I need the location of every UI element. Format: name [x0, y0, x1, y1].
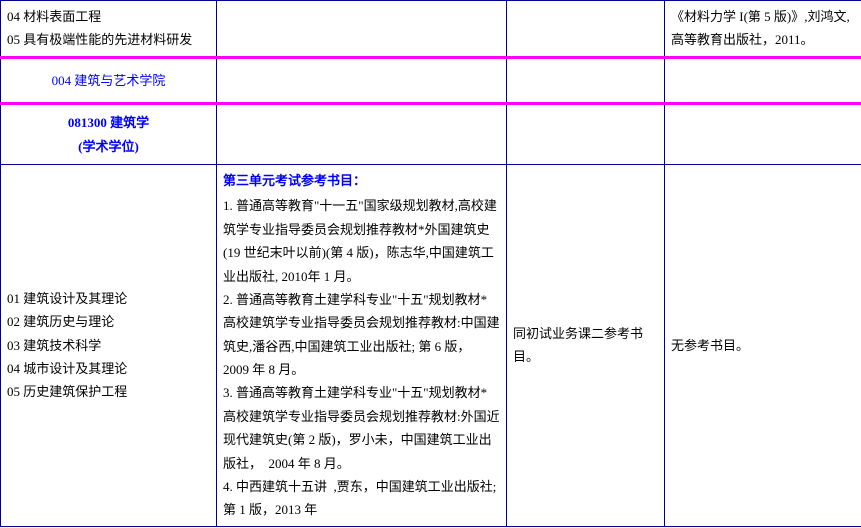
cell-research-directions: 01 建筑设计及其理论 02 建筑历史与理论 03 建筑技术科学 04 城市设计…	[1, 164, 217, 526]
cell-empty	[217, 57, 507, 103]
cell-empty	[507, 1, 665, 58]
college-heading-cell: 004 建筑与艺术学院	[1, 57, 217, 103]
direction-item: 03 建筑技术科学	[7, 334, 210, 357]
major-code-name: 081300 建筑学	[7, 111, 210, 134]
direction-item: 04 材料表面工程	[7, 5, 210, 28]
table-row-major-heading: 081300 建筑学 (学术学位)	[1, 104, 861, 165]
cell-empty	[217, 104, 507, 165]
direction-item: 04 城市设计及其理论	[7, 357, 210, 380]
major-degree-type: (学术学位)	[7, 135, 210, 158]
cell-empty	[217, 1, 507, 58]
table-row: 04 材料表面工程 05 具有极端性能的先进材料研发 《材料力学 I(第 5 版…	[1, 1, 861, 58]
direction-item: 02 建筑历史与理论	[7, 310, 210, 333]
cell-empty	[507, 104, 665, 165]
direction-item: 05 具有极端性能的先进材料研发	[7, 28, 210, 51]
table-row-college-heading: 004 建筑与艺术学院	[1, 57, 861, 103]
cell-empty	[507, 57, 665, 103]
cell-reference-book: 《材料力学 I(第 5 版)》,刘鸿文, 高等教育出版社，2011。	[665, 1, 861, 58]
table-row-detail: 01 建筑设计及其理论 02 建筑历史与理论 03 建筑技术科学 04 城市设计…	[1, 164, 861, 526]
cell-exam-references: 第三单元考试参考书目： 1. 普通高等教育"十一五"国家级规划教材,高校建筑学专…	[217, 164, 507, 526]
cell-empty	[665, 104, 861, 165]
cell-materials-directions: 04 材料表面工程 05 具有极端性能的先进材料研发	[1, 1, 217, 58]
reference-section-title: 第三单元考试参考书目：	[223, 169, 500, 192]
cell-retest-reference: 同初试业务课二参考书目。	[507, 164, 665, 526]
major-heading-cell: 081300 建筑学 (学术学位)	[1, 104, 217, 165]
retest-reference-text: 同初试业务课二参考书目。	[513, 326, 643, 364]
cell-empty	[665, 57, 861, 103]
cell-no-reference: 无参考书目。	[665, 164, 861, 526]
catalog-table: 04 材料表面工程 05 具有极端性能的先进材料研发 《材料力学 I(第 5 版…	[0, 0, 861, 527]
no-reference-text: 无参考书目。	[671, 338, 749, 353]
direction-item: 01 建筑设计及其理论	[7, 287, 210, 310]
direction-item: 05 历史建筑保护工程	[7, 380, 210, 403]
college-heading: 004 建筑与艺术学院	[52, 73, 166, 88]
reference-text: 《材料力学 I(第 5 版)》,刘鸿文,	[671, 5, 855, 28]
reference-text: 高等教育出版社，2011。	[671, 28, 855, 51]
reference-body-text: 1. 普通高等教育"十一五"国家级规划教材,高校建筑学专业指导委员会规划推荐教材…	[223, 198, 503, 517]
